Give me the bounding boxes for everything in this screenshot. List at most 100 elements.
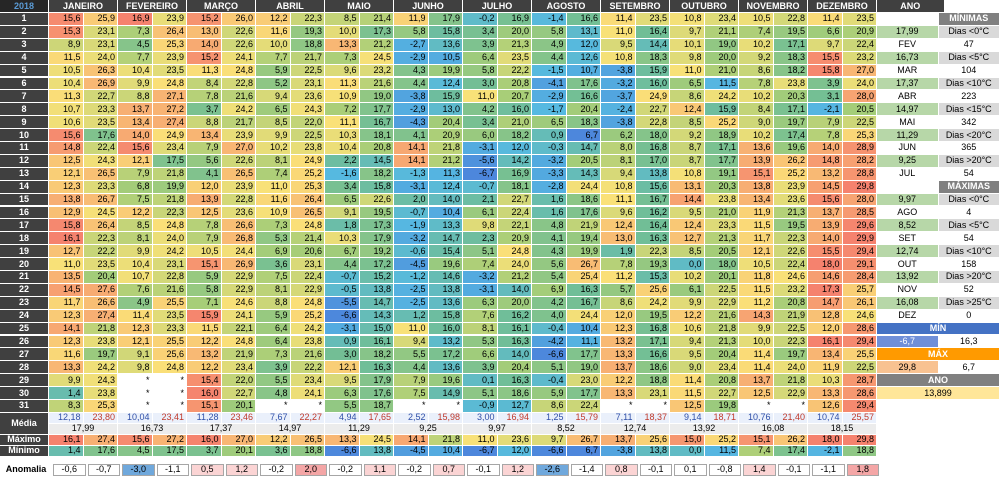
temp-min-cell[interactable]: 9,8 (118, 361, 153, 375)
temp-max-cell[interactable]: 19,9 (152, 180, 187, 194)
day-label[interactable]: 25 (0, 322, 49, 336)
temp-max-cell[interactable]: 20,0 (497, 296, 532, 310)
temp-max-cell[interactable]: 23,2 (359, 64, 394, 78)
temp-min-cell[interactable]: 10,9 (325, 90, 360, 104)
temp-max-cell[interactable]: 25,5 (152, 296, 187, 310)
temp-min-cell[interactable]: 7,4 (463, 258, 498, 271)
temp-max-cell[interactable]: 17,7 (359, 103, 394, 117)
temp-max-cell[interactable]: * (290, 400, 325, 413)
temp-min-cell[interactable]: 11,5 (739, 283, 774, 297)
temp-min-cell[interactable]: -2,1 (808, 103, 843, 117)
temp-max-cell[interactable]: 24,6 (773, 271, 808, 284)
temp-min-cell[interactable]: 5,1 (463, 245, 498, 259)
minimas-text[interactable]: Dias <0°C (938, 25, 1000, 39)
temp-max-cell[interactable]: 22,5 (842, 116, 877, 130)
temp-min-cell[interactable]: 7,9 (118, 167, 153, 181)
temp-max-cell[interactable]: 20,3 (704, 180, 739, 194)
temp-max-cell[interactable]: 14,6 (428, 271, 463, 284)
anomaly-cell[interactable]: -0,1 (777, 463, 810, 476)
temp-max-cell[interactable]: 15,8 (428, 25, 463, 39)
maximas-text[interactable]: 0 (938, 309, 1000, 323)
temp-max-cell[interactable]: 21,8 (428, 142, 463, 155)
temp-max-cell[interactable]: 24,9 (290, 154, 325, 168)
temp-min-cell[interactable]: -1,6 (325, 167, 360, 181)
temp-min-cell[interactable]: 3,1 (808, 90, 843, 104)
temp-min-cell[interactable]: 15,2 (187, 51, 222, 65)
temp-max-cell[interactable]: 23,9 (221, 180, 256, 194)
temp-min-cell[interactable]: 5,8 (394, 25, 429, 39)
temp-min-cell[interactable]: 12,1 (739, 245, 774, 259)
temp-max-cell[interactable]: 21,1 (704, 25, 739, 39)
max-cell[interactable]: 13,7 (601, 434, 636, 446)
minimas-text[interactable]: Dias <20°C (938, 129, 1000, 142)
temp-min-cell[interactable]: 10,0 (739, 335, 774, 349)
temp-max-cell[interactable]: 13,1 (566, 25, 601, 39)
temp-max-cell[interactable]: 22,6 (221, 25, 256, 39)
anomaly-cell[interactable]: -0,2 (260, 463, 293, 476)
temp-min-cell[interactable]: 12,4 (670, 219, 705, 233)
temp-min-cell[interactable]: 4,9 (118, 296, 153, 310)
temp-min-cell[interactable]: 1,2 (394, 309, 429, 323)
temp-max-cell[interactable]: 26,0 (221, 13, 256, 26)
temp-max-cell[interactable]: 13,6 (428, 296, 463, 310)
temp-max-cell[interactable]: 22,3 (290, 13, 325, 26)
temp-max-cell[interactable]: 23,8 (704, 193, 739, 207)
minimas-text[interactable]: 47 (938, 38, 1000, 52)
temp-min-cell[interactable]: 1,6 (532, 206, 567, 220)
temp-max-cell[interactable]: 22,5 (773, 322, 808, 336)
temp-min-cell[interactable]: 12,1 (118, 154, 153, 168)
temp-min-cell[interactable]: 6,0 (463, 129, 498, 142)
maximas-value[interactable]: NOV (877, 283, 939, 297)
temp-max-cell[interactable]: 15,9 (428, 90, 463, 104)
temp-min-cell[interactable]: 10,2 (739, 129, 774, 142)
temp-min-cell[interactable]: 8,1 (118, 232, 153, 246)
temp-min-cell[interactable]: 13,4 (187, 129, 222, 142)
temp-max-cell[interactable]: 22,8 (635, 116, 670, 130)
temp-min-cell[interactable]: 12,7 (49, 245, 84, 259)
minimas-value[interactable]: JUN (877, 142, 939, 155)
temp-min-cell[interactable]: -6,6 (325, 309, 360, 323)
temp-max-cell[interactable]: 24,2 (290, 322, 325, 336)
temp-max-cell[interactable]: 17,6 (566, 77, 601, 91)
temp-min-cell[interactable]: 4,0 (532, 309, 567, 323)
day-label[interactable]: 21 (0, 271, 49, 284)
temp-min-cell[interactable]: 4,8 (256, 387, 291, 400)
temp-min-cell[interactable]: 4,8 (532, 219, 567, 233)
temp-max-cell[interactable]: 18,3 (635, 51, 670, 65)
max-cell[interactable]: 15,6 (118, 434, 153, 446)
maximas-title[interactable]: MÁXIMAS (938, 180, 1000, 194)
avg-cell[interactable]: 23,80 (83, 412, 118, 424)
temp-max-cell[interactable]: 23,1 (83, 25, 118, 39)
max-cell[interactable]: 15,0 (670, 434, 705, 446)
temp-min-cell[interactable]: 6,4 (463, 51, 498, 65)
temp-max-cell[interactable]: 28,7 (842, 374, 877, 388)
temp-min-cell[interactable]: 11,0 (394, 322, 429, 336)
temp-max-cell[interactable]: 22,3 (773, 232, 808, 246)
temp-max-cell[interactable]: 19,6 (428, 374, 463, 388)
temp-max-cell[interactable]: 28,6 (842, 387, 877, 400)
temp-max-cell[interactable]: 24,2 (152, 245, 187, 259)
temp-min-cell[interactable]: 6,1 (670, 283, 705, 297)
temp-min-cell[interactable]: 5,4 (532, 271, 567, 284)
temp-min-cell[interactable]: 7,9 (187, 232, 222, 246)
temp-max-cell[interactable]: 20,1 (221, 400, 256, 413)
temp-max-cell[interactable]: 24,4 (566, 180, 601, 194)
anomaly-cell[interactable]: -0,2 (398, 463, 431, 476)
temp-max-cell[interactable]: 14,4 (635, 38, 670, 52)
temp-min-cell[interactable]: 12,3 (49, 309, 84, 323)
temp-max-cell[interactable]: 14,0 (428, 193, 463, 207)
temp-min-cell[interactable]: 7,8 (601, 258, 636, 271)
avg-cell[interactable]: 23,41 (152, 412, 187, 424)
temp-max-cell[interactable]: 25,9 (83, 13, 118, 26)
temp-min-cell[interactable]: 16,1 (49, 232, 84, 246)
minimas-title[interactable]: MÍNIMAS (938, 13, 1000, 26)
temp-min-cell[interactable]: 10,5 (187, 245, 222, 259)
month-header-7[interactable]: AGOSTO (532, 0, 601, 13)
temp-min-cell[interactable]: 11,5 (187, 322, 222, 336)
temp-max-cell[interactable]: 28,2 (842, 154, 877, 168)
temp-max-cell[interactable]: 19,7 (83, 348, 118, 362)
temp-min-cell[interactable]: 14,1 (394, 142, 429, 155)
temp-min-cell[interactable]: 15,8 (49, 219, 84, 233)
max-cell[interactable]: 13,3 (325, 434, 360, 446)
minimas-text[interactable]: Dias <15°C (938, 103, 1000, 117)
